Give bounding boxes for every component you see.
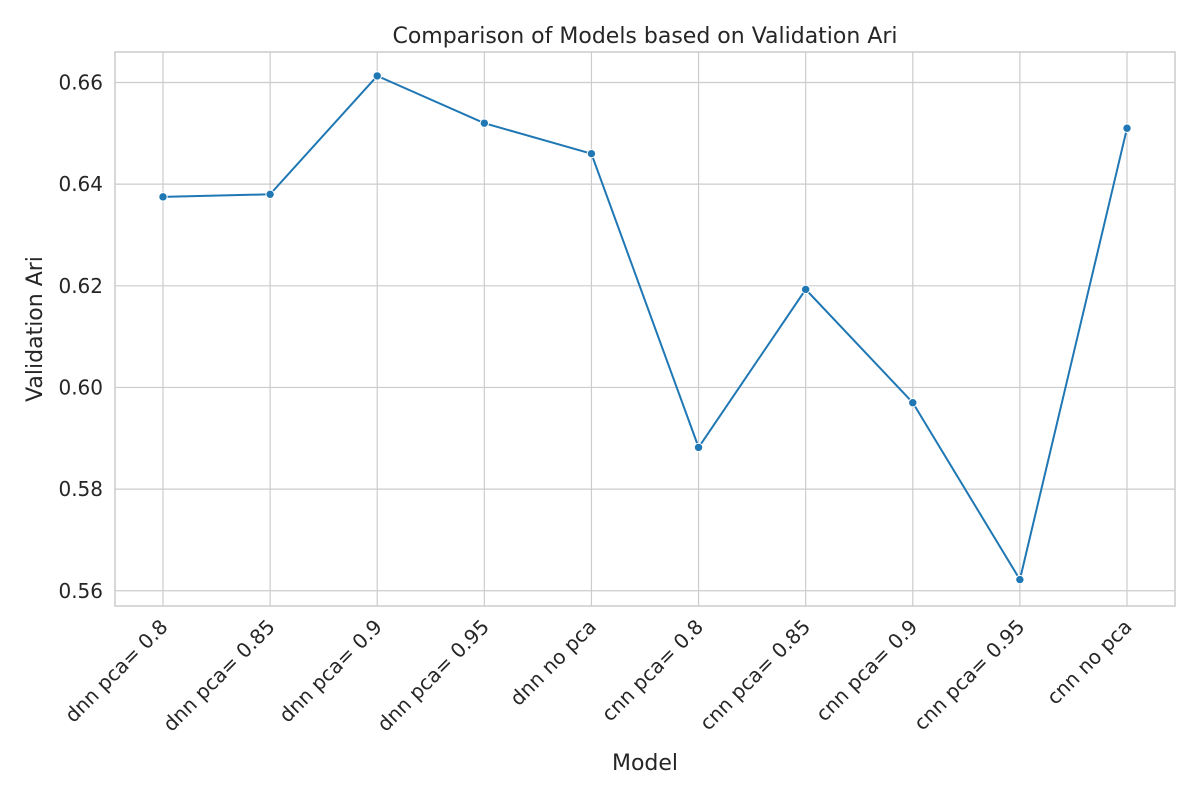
x-axis-label: Model [612, 751, 678, 776]
x-tick-label: cnn pca= 0.95 [909, 615, 1029, 735]
y-tick-labels: 0.56 0.58 0.60 0.62 0.64 0.66 [58, 70, 103, 602]
y-tick-label: 0.56 [58, 579, 103, 603]
data-point [1015, 574, 1025, 585]
y-tick-label: 0.60 [58, 375, 103, 399]
x-tick-label: cnn pca= 0.9 [811, 615, 922, 726]
x-tick-label: cnn no pca [1042, 615, 1137, 710]
data-point [586, 148, 597, 159]
x-tick-label: dnn pca= 0.95 [372, 615, 494, 737]
data-point [372, 71, 382, 81]
chart-title: Comparison of Models based on Validation… [392, 24, 897, 49]
x-tick-label: cnn pca= 0.8 [597, 615, 708, 726]
data-point [265, 189, 275, 200]
y-tick-label: 0.64 [58, 172, 103, 196]
data-point [479, 118, 490, 128]
data-point [1122, 123, 1132, 133]
y-tick-label: 0.62 [58, 274, 103, 298]
x-tick-label: dnn pca= 0.8 [60, 615, 173, 728]
point-layer [158, 71, 1132, 585]
data-point [908, 397, 918, 408]
series-layer [162, 74, 1128, 583]
data-point [693, 442, 704, 453]
data-point [158, 192, 168, 202]
x-tick-label: dnn no pca [505, 615, 601, 711]
y-tick-label: 0.58 [58, 477, 103, 501]
data-point [800, 284, 811, 295]
series-line [162, 74, 1128, 583]
x-tick-label: dnn pca= 0.85 [158, 615, 280, 737]
x-tick-label: dnn pca= 0.9 [274, 615, 387, 728]
x-tick-label: cnn pca= 0.85 [695, 615, 815, 735]
y-tick-label: 0.66 [58, 70, 103, 94]
plot-frame [114, 51, 1176, 607]
y-axis-label: Validation Ari [23, 256, 48, 402]
grid-layer [115, 52, 1175, 606]
